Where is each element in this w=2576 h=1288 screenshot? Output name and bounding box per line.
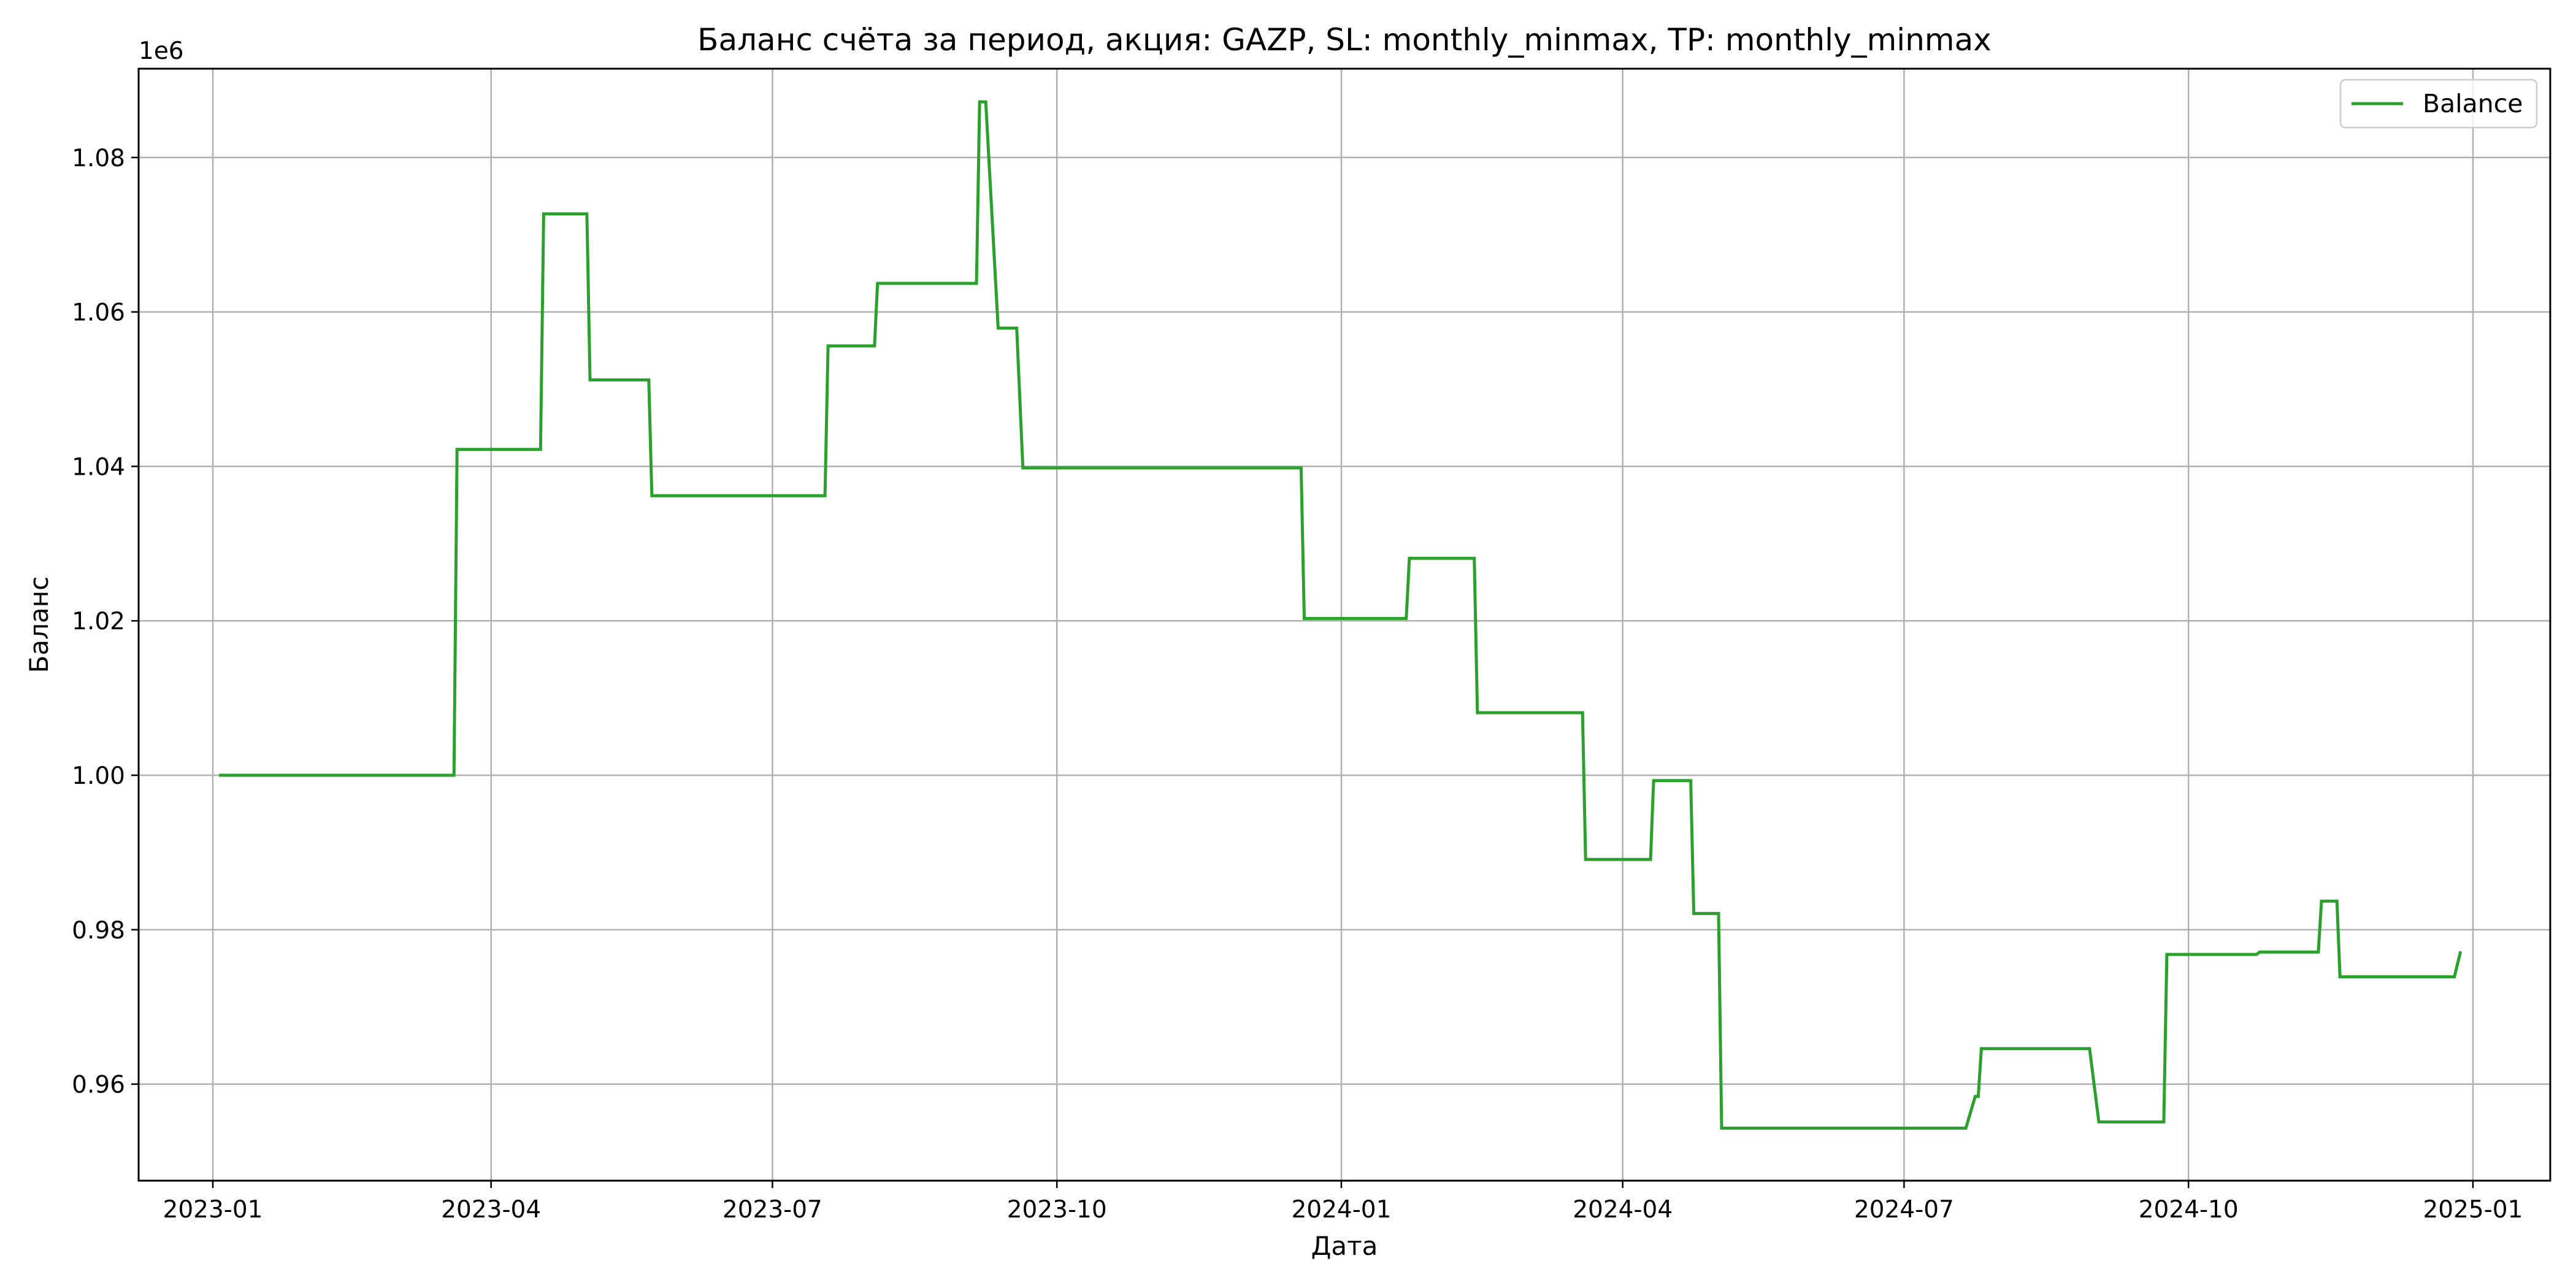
x-tick-label: 2024-10 <box>2139 1196 2239 1224</box>
axis-ticks: 2023-01 2023-04 2023-07 2023-10 2024-01 2024-… <box>72 145 2523 1224</box>
x-tick-label: 2023-04 <box>441 1196 541 1224</box>
chart-title: Баланс счёта за период, акция: GAZP, SL:… <box>697 22 1991 58</box>
grid <box>139 69 2550 1181</box>
legend-label-balance: Balance <box>2423 89 2523 118</box>
y-tick-label: 1.04 <box>72 453 125 481</box>
y-tick-label: 0.96 <box>72 1071 125 1099</box>
x-tick-label: 2023-07 <box>723 1196 822 1224</box>
series-layer <box>219 100 2463 1130</box>
y-tick-label: 1.06 <box>72 299 125 327</box>
legend: Balance <box>2339 79 2538 129</box>
y-tick-label: 1.02 <box>72 608 125 635</box>
x-tick-label: 2023-01 <box>163 1196 263 1224</box>
y-tick-label: 1.00 <box>72 762 125 790</box>
y-tick-label: 1.08 <box>72 145 125 172</box>
x-tick-label: 2023-10 <box>1007 1196 1107 1224</box>
y-axis-offset-label: 1e6 <box>139 37 184 65</box>
y-axis-label: Баланс <box>24 577 54 673</box>
legend-box <box>2339 79 2538 129</box>
x-tick-label: 2025-01 <box>2423 1196 2523 1224</box>
x-tick-label: 2024-01 <box>1291 1196 1391 1224</box>
plot-frame <box>137 67 2551 1182</box>
x-axis-label: Дата <box>1311 1231 1378 1261</box>
y-tick-label: 0.98 <box>72 917 125 945</box>
x-tick-label: 2024-07 <box>1854 1196 1954 1224</box>
series-line-balance <box>219 100 2463 1130</box>
x-tick-label: 2024-04 <box>1573 1196 1673 1224</box>
